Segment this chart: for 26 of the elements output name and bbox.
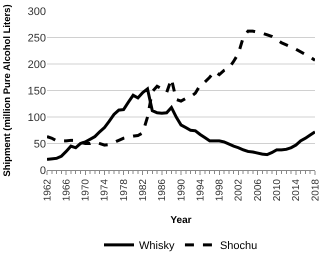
x-tick-label: 1974 [100,178,111,202]
x-tick-label: 2014 [291,178,302,202]
x-tick-label: 1986 [157,178,168,202]
y-tick-label: 100 [28,112,46,124]
x-tick-label: 1966 [61,178,72,202]
x-tick-label: 1998 [214,178,226,202]
x-tick-label: 1990 [176,178,188,202]
y-tick-label: 150 [28,85,46,98]
y-tick-label: 50 [34,138,46,150]
y-tick-label: 300 [28,6,46,18]
legend-label: Whisky [139,240,175,252]
y-tick-label: 0 [40,164,46,177]
x-tick-label: 1962 [42,178,54,202]
x-tick-label: 1978 [118,178,130,202]
x-tick-label: 1982 [138,178,149,202]
x-tick-label: 2006 [252,178,264,202]
x-tick-label: 1994 [195,178,206,202]
y-axis-title: Shipment (million Pure Alcohol Liters) [2,4,13,177]
legend-label: Shochu [220,240,258,252]
x-tick-label: 2018 [310,178,322,202]
y-tick-label: 250 [28,32,46,44]
x-axis-title: Year [170,214,192,226]
x-tick-label: 2010 [272,178,283,202]
x-tick-label: 2002 [234,178,245,202]
x-tick-label: 1970 [80,178,92,202]
y-tick-label: 200 [28,58,46,71]
